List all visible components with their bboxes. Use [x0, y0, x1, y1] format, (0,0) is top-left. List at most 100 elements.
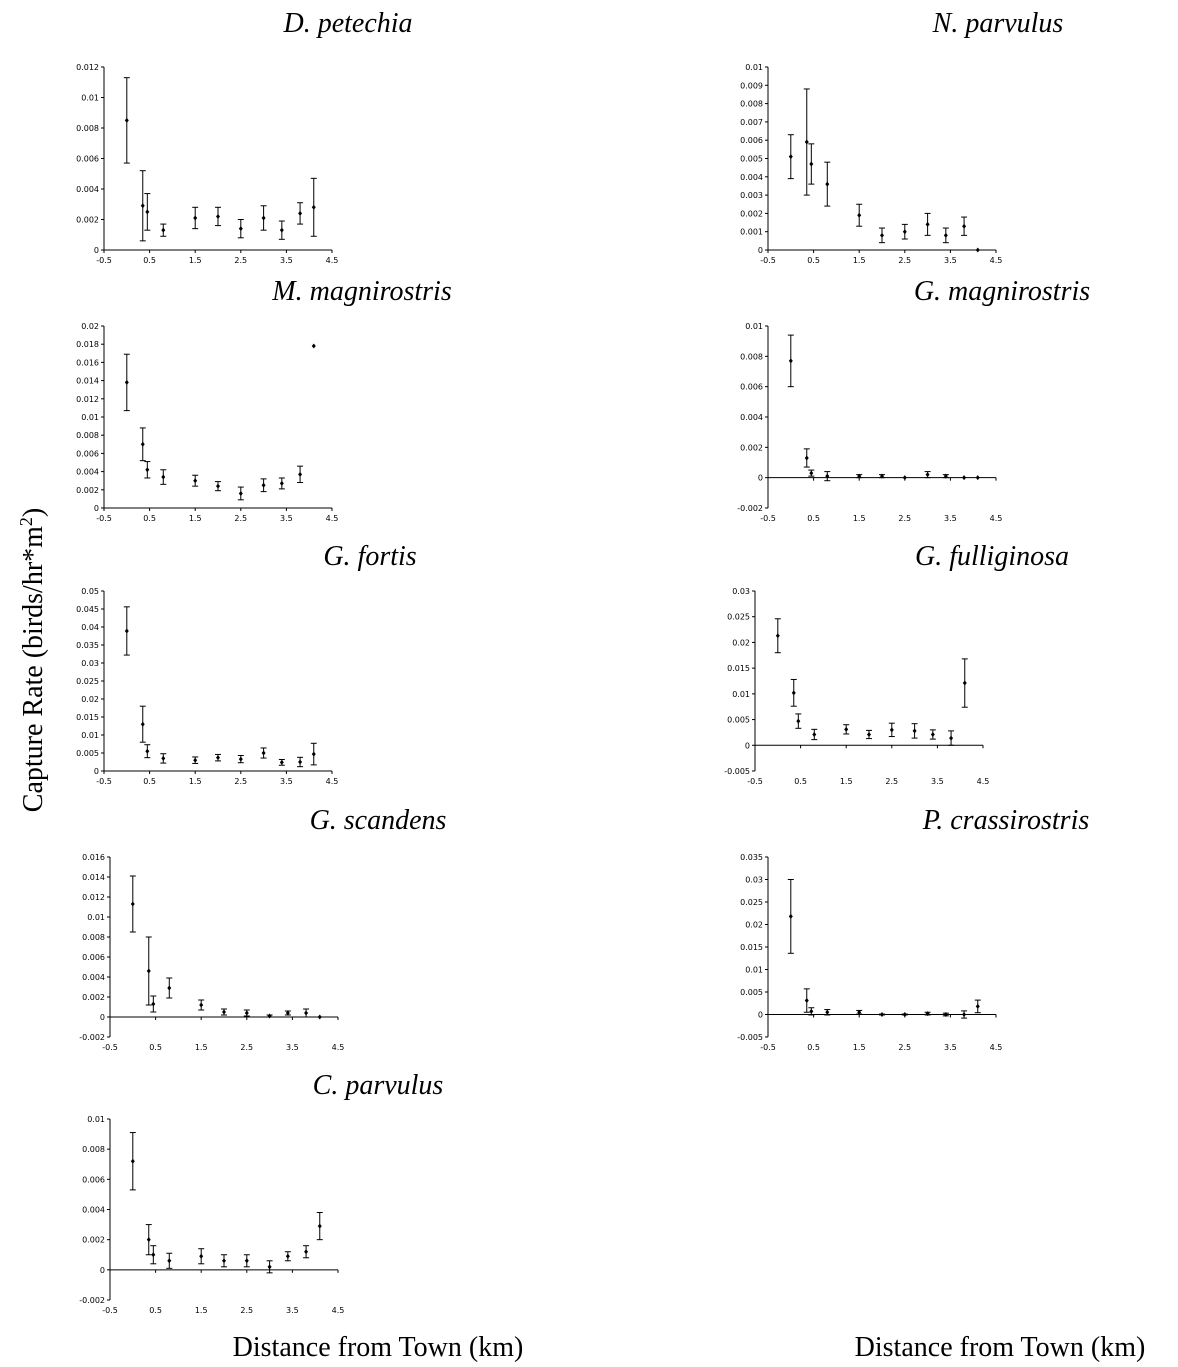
- chart-panel: C. parvulus -0.002 0 0.002 0.004 0.006 0.008 0.…: [79, 1070, 443, 1315]
- data-point: [279, 227, 284, 233]
- data-point: [880, 232, 884, 238]
- x-tick-label: -0.5: [760, 514, 776, 523]
- data-point: [975, 247, 980, 253]
- data-point: [880, 1012, 884, 1017]
- chart-panel: G. fortis 0 0.005 0.01 0.015 0.02 0.025 0.03 0.0…: [76, 541, 417, 786]
- data-point: [796, 718, 801, 724]
- y-tick-label: 0.025: [740, 898, 763, 907]
- y-tick-label: 0: [100, 1013, 105, 1022]
- chart-title: G. fulliginosa: [915, 541, 1069, 572]
- y-tick-label: 0.035: [76, 641, 99, 650]
- x-tick-label: -0.5: [760, 1043, 776, 1052]
- data-point: [809, 1008, 814, 1014]
- chart-panel: M. magnirostris 0 0.002 0.004 0.006 0.008 0.01…: [76, 276, 452, 523]
- data-point: [161, 755, 166, 761]
- data-point: [857, 212, 862, 218]
- data-point: [930, 731, 935, 737]
- data-point: [962, 475, 967, 481]
- x-tick-label: 2.5: [234, 777, 247, 786]
- data-point: [130, 1158, 135, 1164]
- y-tick-label: 0.005: [740, 155, 763, 164]
- y-tick-label: 0.006: [82, 953, 105, 962]
- chart-panel: P. crassirostris -0.005 0 0.005 0.01 0.015 0.0…: [737, 805, 1089, 1052]
- x-tick-label: 0.5: [149, 1306, 162, 1315]
- y-tick-label: 0.008: [740, 352, 763, 361]
- y-tick-label: 0.02: [732, 638, 750, 647]
- data-point: [304, 1010, 309, 1016]
- y-tick-label: 0.01: [745, 966, 763, 975]
- y-tick-label: 0.05: [81, 587, 99, 596]
- data-point: [146, 1237, 151, 1243]
- data-point: [857, 1009, 862, 1015]
- y-tick-label: 0.004: [82, 1206, 105, 1215]
- y-tick-label: 0: [758, 474, 763, 483]
- x-tick-label: 4.5: [332, 1306, 345, 1315]
- y-tick-label: 0.014: [82, 873, 105, 882]
- y-tick-label: 0.02: [745, 921, 763, 930]
- data-point: [216, 213, 220, 219]
- y-tick-label: 0.045: [76, 605, 99, 614]
- data-point: [311, 343, 316, 349]
- data-point: [812, 731, 817, 737]
- data-point: [809, 470, 814, 476]
- data-point: [140, 441, 145, 447]
- data-point: [193, 215, 198, 221]
- chart-panel: D. petechia 0 0.002 0.004 0.006 0.008 0.01 0.01…: [76, 8, 412, 265]
- chart-title: N. parvulus: [932, 8, 1064, 39]
- x-tick-label: 1.5: [189, 256, 202, 265]
- data-point: [311, 204, 316, 210]
- x-tick-label: -0.5: [96, 514, 112, 523]
- data-point: [949, 735, 954, 741]
- data-point: [311, 751, 316, 757]
- y-tick-label: 0.009: [740, 81, 763, 90]
- x-tick-label: 1.5: [853, 1043, 866, 1052]
- y-tick-label: 0: [94, 504, 99, 513]
- x-tick-label: 1.5: [195, 1043, 208, 1052]
- data-point: [943, 232, 948, 238]
- x-tick-label: 3.5: [944, 514, 957, 523]
- y-tick-label: 0.002: [76, 486, 99, 495]
- data-point: [962, 1012, 967, 1017]
- chart-title: G. magnirostris: [914, 276, 1090, 307]
- data-point: [791, 690, 796, 696]
- data-point: [809, 161, 814, 167]
- data-point: [238, 226, 243, 232]
- x-tick-label: 2.5: [885, 777, 898, 786]
- y-tick-label: 0.005: [76, 749, 99, 758]
- x-tick-label: 3.5: [286, 1306, 299, 1315]
- y-tick-label: 0.002: [82, 993, 105, 1002]
- data-point: [804, 455, 809, 461]
- data-point: [193, 757, 198, 763]
- x-tick-label: 3.5: [944, 256, 957, 265]
- data-point: [244, 1010, 249, 1016]
- chart-title: P. crassirostris: [922, 805, 1090, 836]
- y-tick-label: 0.006: [82, 1175, 105, 1184]
- data-point: [825, 1009, 830, 1015]
- y-tick-label: 0.008: [82, 1145, 105, 1154]
- y-tick-label: 0.01: [745, 63, 763, 72]
- x-tick-label: 3.5: [931, 777, 944, 786]
- data-point: [222, 1258, 226, 1264]
- data-point: [161, 474, 166, 480]
- x-tick-label: 2.5: [234, 514, 247, 523]
- x-tick-label: 4.5: [990, 256, 1003, 265]
- data-point: [167, 1258, 172, 1264]
- data-point: [151, 1001, 156, 1007]
- data-point: [145, 467, 150, 473]
- x-tick-label: 2.5: [898, 514, 911, 523]
- data-point: [130, 901, 135, 907]
- y-tick-label: 0.02: [81, 695, 99, 704]
- x-tick-label: 4.5: [326, 514, 339, 523]
- y-tick-label: 0.008: [76, 431, 99, 440]
- y-axis-label-main: Capture Rate (birds/hr*m: [18, 526, 49, 812]
- data-point: [222, 1009, 226, 1015]
- x-tick-label: 4.5: [990, 514, 1003, 523]
- data-point: [943, 1012, 948, 1017]
- data-point: [146, 968, 151, 974]
- x-tick-label: -0.5: [102, 1306, 118, 1315]
- data-point: [902, 229, 907, 235]
- data-point: [285, 1010, 290, 1016]
- y-tick-label: 0.016: [76, 358, 99, 367]
- data-point: [298, 759, 303, 765]
- y-tick-label: 0.004: [740, 413, 763, 422]
